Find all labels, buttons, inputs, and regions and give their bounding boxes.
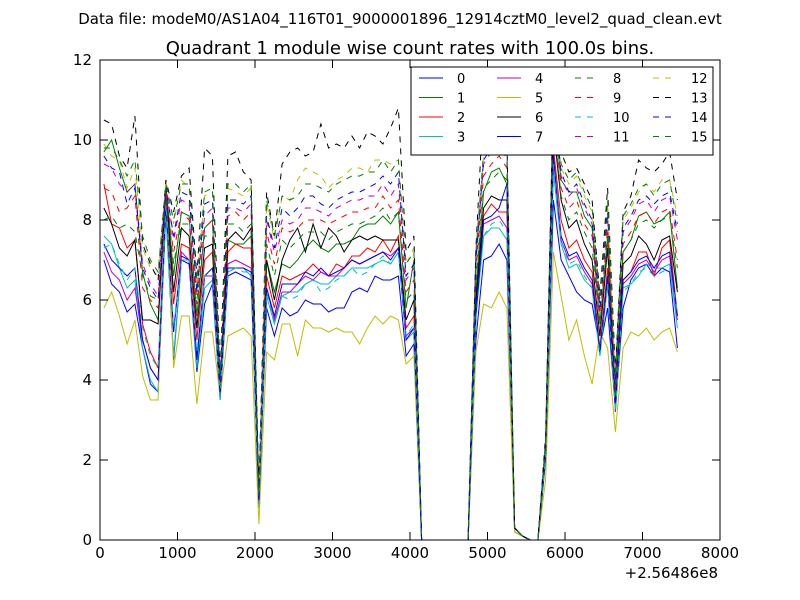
legend-label-8: 8 [613, 72, 621, 87]
y-tick-label: 10 [73, 131, 92, 149]
series-layer [103, 87, 678, 540]
y-tick-label: 0 [82, 531, 92, 549]
legend-label-9: 9 [613, 92, 621, 107]
y-tick-label: 8 [82, 211, 92, 229]
y-tick-label: 2 [82, 451, 92, 469]
legend-label-7: 7 [535, 131, 543, 146]
series-line-14 [103, 99, 678, 540]
legend-label-15: 15 [691, 131, 708, 146]
x-tick-label: 7000 [623, 544, 661, 562]
series-line-11 [103, 103, 678, 540]
x-tick-label: 1000 [158, 544, 196, 562]
x-tick-label: 2000 [236, 544, 274, 562]
x-tick-label: 4000 [391, 544, 429, 562]
x-tick-label: 0 [95, 544, 105, 562]
x-offset-label: +2.56486e8 [625, 564, 718, 582]
legend-label-0: 0 [457, 72, 465, 87]
series-line-1 [103, 107, 678, 540]
legend-label-1: 1 [457, 92, 465, 107]
x-tick-label: 5000 [468, 544, 506, 562]
x-tick-label: 8000 [701, 544, 739, 562]
series-line-8 [103, 119, 678, 540]
legend-label-13: 13 [691, 92, 708, 107]
legend-label-11: 11 [613, 131, 630, 146]
legend-label-2: 2 [457, 111, 465, 126]
y-tick-label: 6 [82, 291, 92, 309]
x-tick-label: 6000 [546, 544, 584, 562]
legend-label-10: 10 [613, 111, 630, 126]
figure-suptitle: Data file: modeM0/AS1A04_116T01_90000018… [78, 10, 722, 29]
legend-label-14: 14 [691, 111, 708, 126]
legend-label-5: 5 [535, 92, 543, 107]
series-line-0 [103, 199, 678, 540]
legend-label-3: 3 [457, 131, 465, 146]
x-tick-label: 3000 [313, 544, 351, 562]
y-tick-label: 12 [73, 51, 92, 69]
series-line-15 [103, 91, 678, 540]
series-line-2 [103, 147, 678, 540]
series-line-12 [103, 95, 678, 540]
ticks-layer: 0 1000 2000 3000 4000 5000 6000 7000 80000246810… [73, 51, 739, 562]
y-tick-label: 4 [82, 371, 92, 389]
legend-label-12: 12 [691, 72, 708, 87]
legend-box [410, 66, 714, 156]
series-line-10 [103, 163, 678, 540]
series-line-6 [103, 127, 678, 540]
series-line-7 [103, 155, 678, 540]
series-line-9 [103, 115, 678, 540]
series-line-13 [103, 87, 678, 540]
legend-label-4: 4 [535, 72, 543, 87]
series-line-5 [103, 179, 678, 540]
legend-label-6: 6 [535, 111, 543, 126]
chart-title: Quadrant 1 module wise count rates with … [166, 38, 655, 59]
